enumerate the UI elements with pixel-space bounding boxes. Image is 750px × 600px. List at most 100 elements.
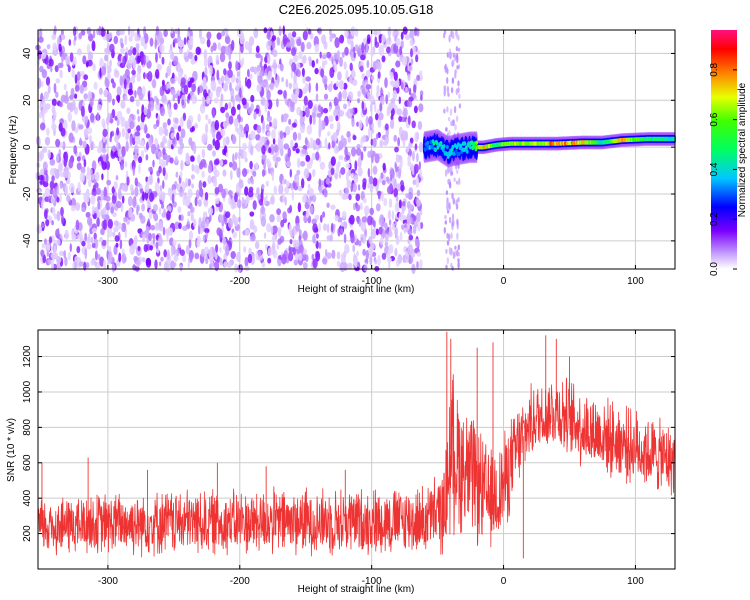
noise-blob [110, 206, 115, 214]
noise-blob [452, 251, 456, 260]
noise-blob [295, 89, 299, 98]
noise-blob [396, 201, 400, 212]
noise-blob [384, 233, 389, 241]
noise-blob [64, 229, 69, 240]
noise-blob [177, 95, 181, 105]
noise-blob [363, 146, 367, 152]
noise-blob [445, 248, 448, 254]
noise-blob [187, 259, 190, 269]
noise-blob [458, 93, 461, 100]
noise-blob [331, 222, 334, 233]
noise-blob [135, 99, 140, 107]
noise-blob [345, 163, 351, 169]
noise-blob [180, 128, 186, 139]
noise-blob [177, 40, 184, 48]
noise-blob [39, 111, 42, 119]
noise-blob [380, 236, 384, 246]
noise-blob [281, 77, 285, 83]
noise-blob [56, 196, 60, 203]
noise-blob [281, 253, 287, 265]
ridge-core [457, 151, 461, 157]
noise-blob [271, 35, 277, 41]
noise-blob [183, 37, 187, 45]
noise-blob [288, 118, 292, 125]
noise-blob [197, 113, 201, 123]
noise-blob [283, 143, 290, 150]
noise-blob [67, 65, 71, 73]
noise-blob [154, 181, 160, 193]
noise-blob [378, 112, 384, 121]
noise-blob [220, 106, 226, 114]
noise-blob [265, 195, 268, 201]
noise-blob [228, 101, 232, 109]
noise-blob [338, 110, 345, 117]
noise-blob [107, 228, 113, 238]
noise-blob [446, 240, 450, 246]
noise-blob [402, 219, 408, 225]
noise-blob [223, 261, 228, 268]
noise-blob [321, 54, 327, 60]
noise-blob [41, 108, 45, 120]
noise-blob [64, 256, 68, 267]
noise-blob [341, 194, 348, 200]
noise-blob [302, 262, 308, 269]
x-tick-label: -200 [230, 276, 250, 287]
noise-blob [140, 112, 145, 123]
noise-blob [446, 106, 449, 113]
noise-blob [367, 92, 371, 100]
noise-blob [256, 187, 260, 196]
noise-blob [60, 127, 66, 137]
noise-blob [450, 30, 453, 38]
noise-blob [128, 35, 133, 42]
noise-blob [333, 60, 336, 71]
noise-blob [187, 93, 191, 100]
noise-blob [209, 64, 213, 76]
noise-blob [353, 174, 359, 184]
noise-blob [95, 171, 100, 182]
noise-blob [100, 189, 104, 201]
noise-blob [249, 36, 255, 46]
noise-blob [334, 215, 339, 222]
noise-blob [329, 123, 334, 130]
noise-blob [363, 265, 367, 272]
noise-blob [101, 214, 107, 220]
noise-blob [120, 100, 126, 109]
noise-blob [230, 170, 233, 181]
noise-blob [112, 231, 116, 238]
noise-blob [111, 108, 116, 119]
noise-blob [189, 29, 193, 38]
noise-blob [102, 219, 108, 231]
colorbar-label: Normalized spectral amplitude [737, 82, 748, 217]
noise-blob [191, 125, 195, 132]
noise-blob [161, 203, 165, 209]
noise-blob [173, 122, 178, 130]
noise-blob [169, 237, 174, 246]
noise-blob [388, 230, 393, 238]
noise-blob [152, 204, 159, 212]
colorbar-tick-label: 0.2 [709, 212, 720, 226]
noise-blob [179, 264, 183, 272]
noise-blob [201, 148, 205, 159]
noise-blob [163, 261, 168, 271]
noise-blob [220, 129, 226, 137]
noise-blob [190, 174, 195, 180]
noise-blob [238, 216, 241, 223]
noise-blob [94, 250, 98, 261]
noise-blob [214, 260, 220, 272]
noise-blob [443, 29, 447, 35]
noise-blob [370, 75, 375, 81]
noise-blob [391, 223, 395, 231]
noise-blob [388, 219, 392, 226]
noise-blob [302, 195, 307, 203]
noise-blob [215, 54, 219, 66]
noise-blob [93, 232, 97, 240]
noise-blob [360, 54, 366, 61]
noise-blob [296, 38, 302, 47]
noise-blob [448, 130, 451, 137]
noise-blob [356, 121, 360, 127]
noise-blob [191, 183, 195, 189]
noise-blob [206, 38, 211, 48]
noise-blob [99, 256, 105, 267]
noise-blob [414, 238, 420, 248]
x-tick-label: 0 [501, 276, 507, 287]
